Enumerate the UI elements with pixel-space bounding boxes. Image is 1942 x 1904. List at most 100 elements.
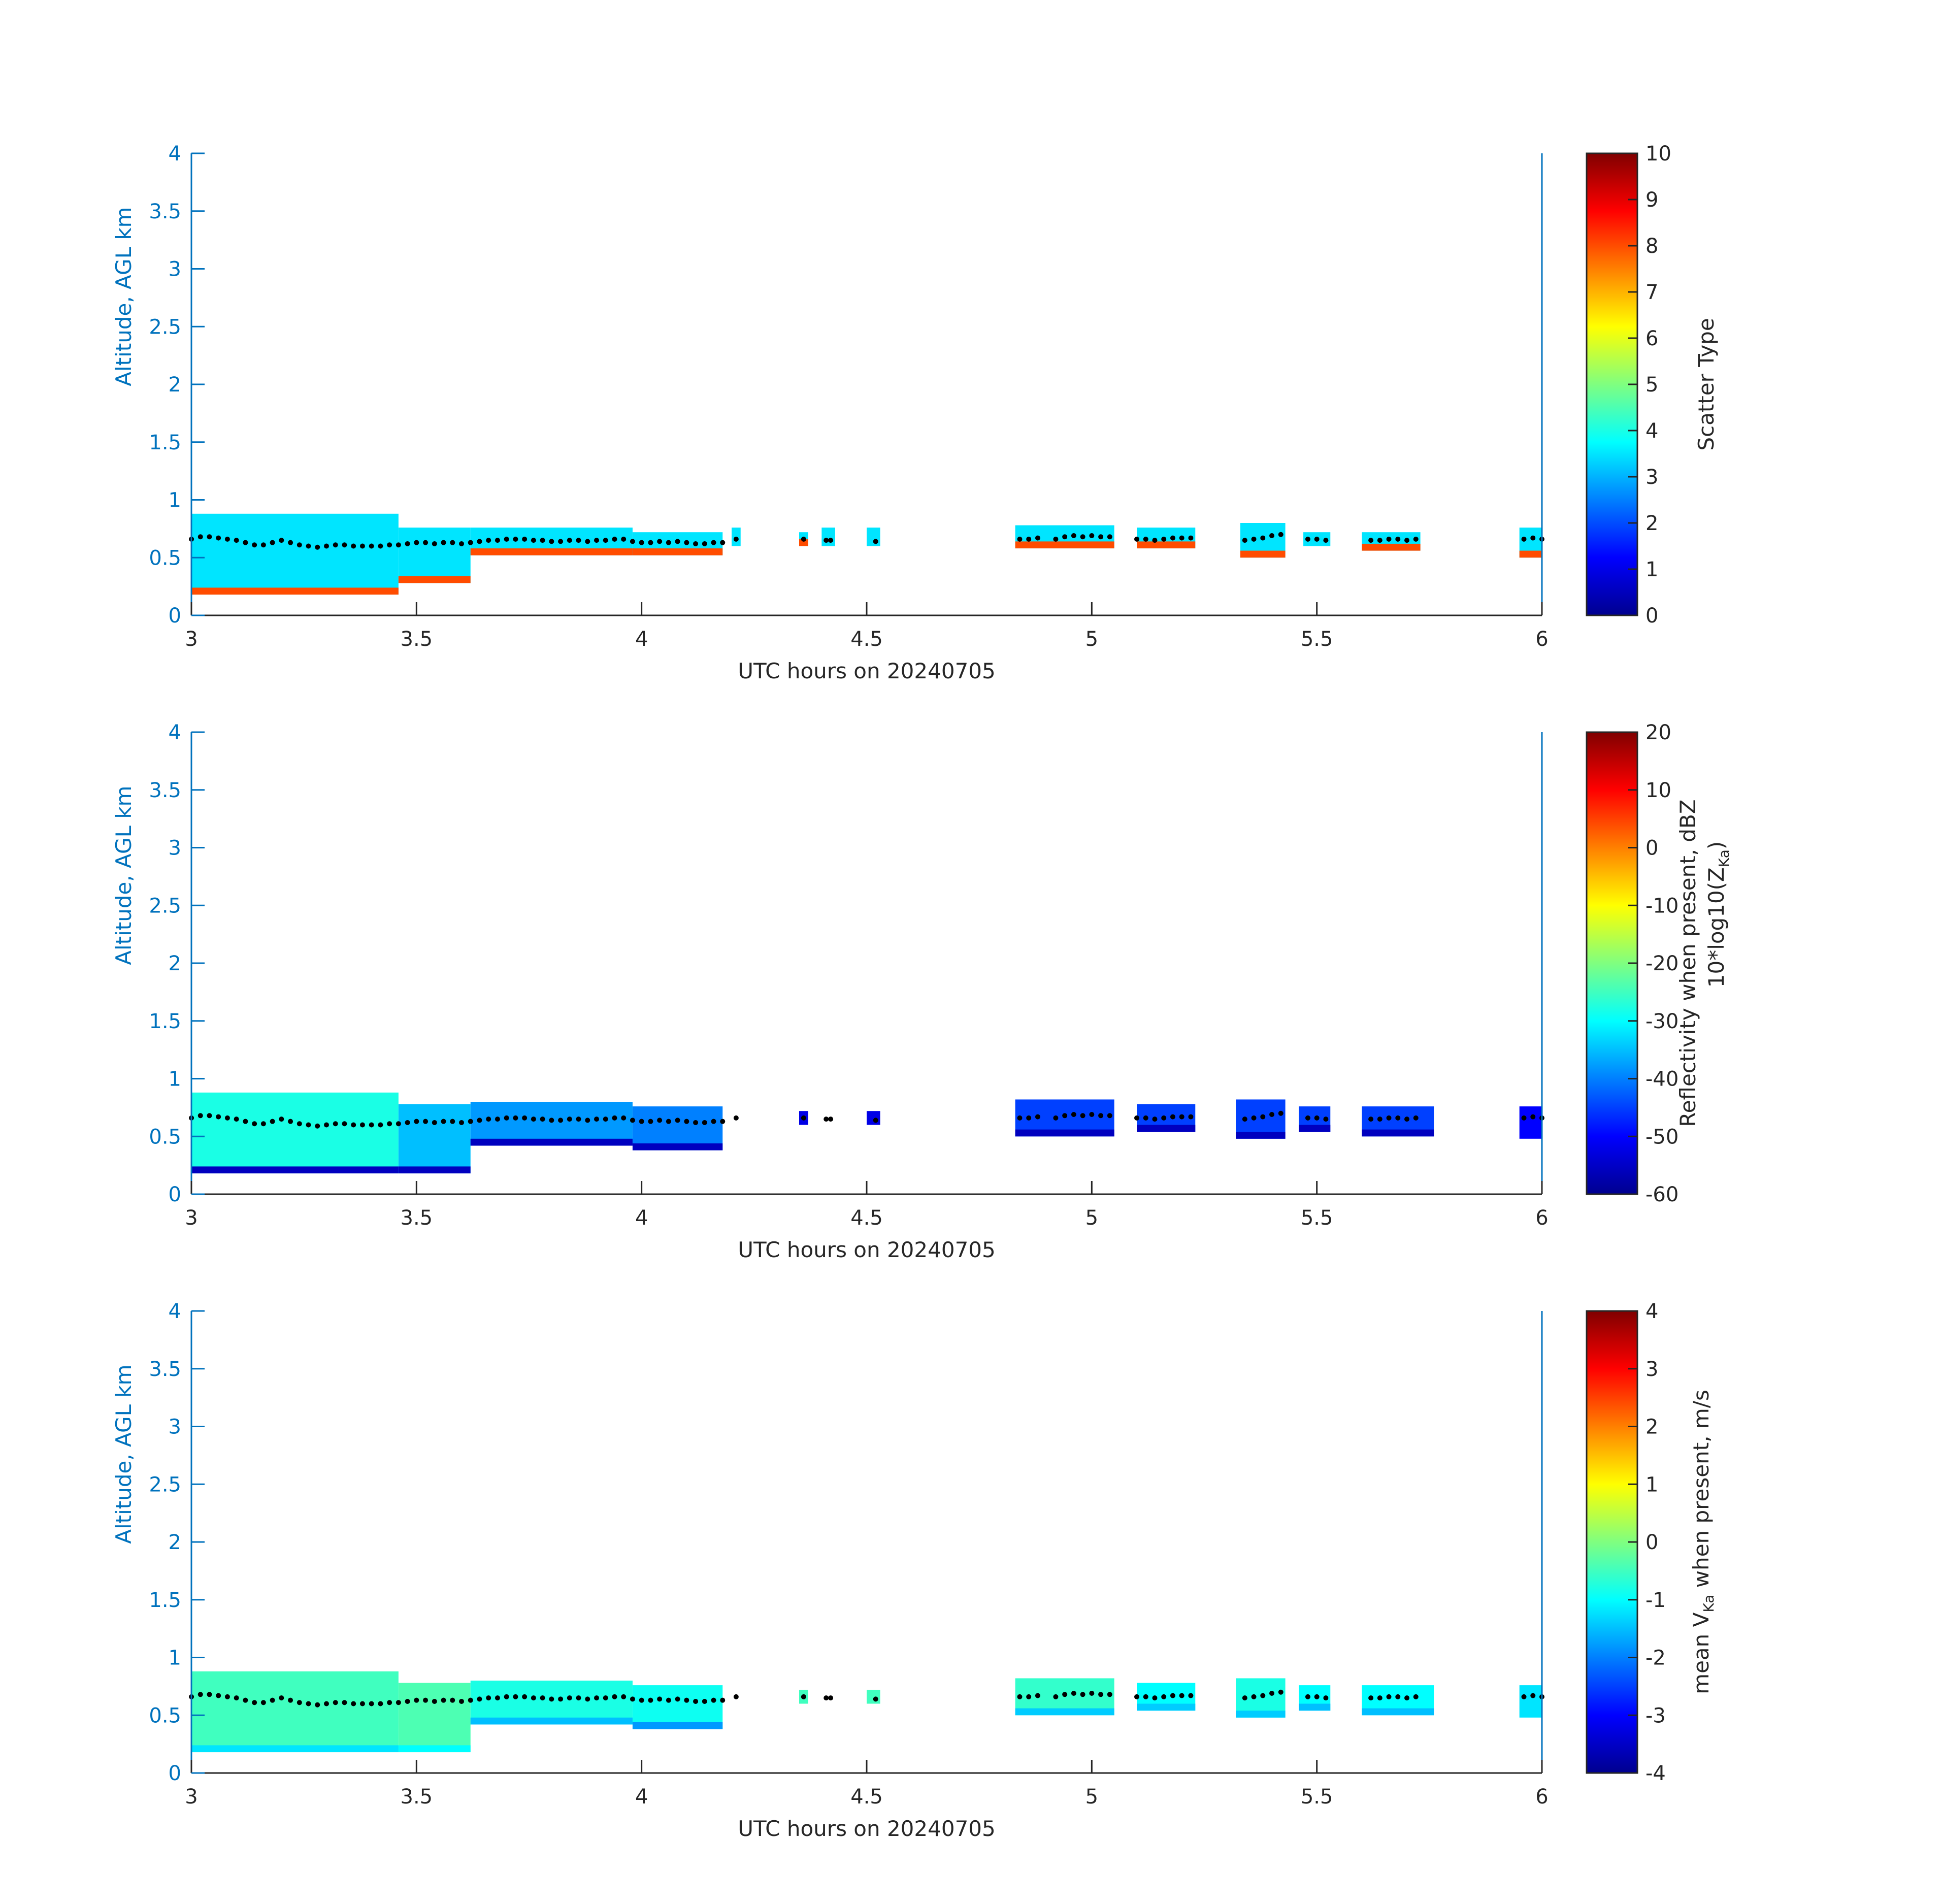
cloud-base-dot: [432, 541, 437, 546]
cloud-base-dot: [733, 536, 739, 542]
cloud-base-dot: [378, 1701, 383, 1706]
y-axis-label: Altitude, AGL km: [111, 207, 136, 386]
cloud-base-dot: [522, 1115, 528, 1121]
cloud-base-dot: [603, 1117, 608, 1122]
cloud-base-dot: [522, 1694, 528, 1699]
cloud-base-dot: [801, 1115, 806, 1121]
cloud-base-dot: [260, 1700, 266, 1705]
heatmap-cell-block: [398, 528, 471, 583]
cloud-base-dot: [585, 1118, 590, 1123]
cloud-base-dot: [396, 1121, 401, 1127]
cloud-base-dot: [567, 1117, 572, 1122]
cloud-base-dot: [666, 540, 671, 545]
cloud-base-dot: [1062, 534, 1068, 540]
x-tick-label: 5: [1085, 628, 1098, 651]
cloud-base-dot: [1314, 1115, 1320, 1121]
cloud-base-dot: [693, 541, 699, 546]
cloud-base-dot: [387, 1700, 392, 1705]
cloud-base-dot: [297, 542, 302, 548]
cloud-base-dot: [824, 1695, 829, 1701]
x-tick-label: 3.5: [401, 1206, 433, 1230]
cloud-base-dot: [824, 538, 829, 543]
cloud-base-dot: [224, 1115, 230, 1121]
x-axis-label: UTC hours on 20240705: [738, 1816, 996, 1841]
cloud-base-dot: [1080, 1692, 1085, 1697]
cloud-base-dot: [342, 1700, 347, 1705]
cloud-base-dot: [1395, 1115, 1401, 1121]
cloud-base-dot: [486, 1695, 491, 1701]
y-tick-label: 3.5: [149, 200, 181, 223]
cloud-base-dot: [1179, 1114, 1184, 1120]
cloud-base-dot: [1377, 1695, 1383, 1701]
x-tick-label: 3: [185, 628, 198, 651]
cloud-base-dot: [315, 544, 320, 550]
cloud-base-dot: [1278, 1689, 1283, 1695]
cloud-base-dot: [1269, 1112, 1274, 1118]
cloud-base-dot: [540, 1695, 545, 1701]
cloud-base-dot: [468, 1697, 473, 1703]
cloud-base-dot: [828, 1117, 834, 1122]
cloud-base-dot: [1053, 1115, 1059, 1121]
cloud-base-dot: [333, 542, 338, 548]
cloud-base-dot: [1035, 535, 1040, 541]
x-tick-label: 3.5: [401, 1785, 433, 1809]
cloud-base-dot: [459, 1120, 464, 1125]
cloud-base-dot: [1134, 1115, 1139, 1121]
colorbar-tick-label: 6: [1645, 327, 1658, 350]
cloud-base-dot: [1107, 1113, 1112, 1119]
cloud-base-dot: [252, 1700, 257, 1705]
cloud-base-dot: [288, 1697, 293, 1703]
cloud-base-dot: [1278, 1110, 1283, 1116]
cloud-base-dot: [1089, 1691, 1095, 1696]
cloud-base-dot: [558, 539, 564, 544]
y-tick-label: 0: [169, 1762, 181, 1785]
heatmap-cell-block: [867, 1690, 880, 1704]
colorbar-tick-label: -3: [1645, 1704, 1666, 1727]
cloud-base-dot: [441, 1697, 446, 1703]
cloud-base-dot: [1188, 535, 1194, 541]
cloud-base-dot: [873, 539, 878, 544]
cloud-base-dot: [477, 1118, 482, 1123]
cloud-base-dot: [693, 1120, 699, 1125]
x-tick-label: 4.5: [850, 628, 883, 651]
heatmap-cell-block: [470, 1102, 633, 1146]
colorbar-label-part: ): [1704, 841, 1729, 849]
x-tick-label: 4.5: [850, 1785, 883, 1809]
heatmap-edge-block: [1015, 1129, 1114, 1137]
cloud-base-dot: [711, 540, 716, 545]
cloud-base-dot: [495, 538, 500, 543]
cloud-base-dot: [733, 1115, 739, 1121]
cloud-base-dot: [1026, 536, 1032, 542]
cloud-base-dot: [252, 542, 257, 548]
cloud-base-dot: [828, 538, 834, 543]
cloud-base-dot: [324, 543, 329, 549]
y-tick-label: 1.5: [149, 1010, 181, 1033]
cloud-base-dot: [733, 1694, 739, 1699]
cloud-base-dot: [1368, 1117, 1374, 1122]
cloud-base-dot: [1107, 534, 1112, 540]
cloud-base-dot: [288, 540, 293, 545]
cloud-base-dot: [324, 1122, 329, 1128]
cloud-base-dot: [1521, 536, 1527, 542]
colorbar-label: Scatter Type: [1694, 318, 1719, 450]
heatmap-edge-block: [1137, 1703, 1196, 1711]
colorbar-tick-label: -20: [1645, 952, 1678, 975]
colorbar-label-subscript: Ka: [1700, 1595, 1717, 1613]
cloud-base-dot: [1323, 1117, 1329, 1122]
colorbar-tick-label: 3: [1645, 466, 1658, 489]
x-tick-label: 5: [1085, 1206, 1098, 1230]
cloud-base-dot: [405, 1698, 410, 1704]
cloud-base-dot: [1242, 538, 1247, 543]
cloud-base-dot: [621, 1694, 627, 1699]
y-tick-label: 0: [169, 604, 181, 628]
cloud-base-dot: [216, 535, 221, 541]
heatmap-cell-block: [867, 528, 880, 546]
cloud-base-dot: [1017, 1694, 1023, 1699]
colorbar-tick-label: -50: [1645, 1125, 1678, 1148]
cloud-base-dot: [351, 543, 356, 549]
cloud-base-dot: [297, 1700, 302, 1705]
cloud-base-dot: [260, 542, 266, 548]
cloud-base-dot: [279, 538, 284, 543]
y-tick-label: 0.5: [149, 546, 181, 570]
cloud-base-dot: [1395, 1694, 1401, 1699]
